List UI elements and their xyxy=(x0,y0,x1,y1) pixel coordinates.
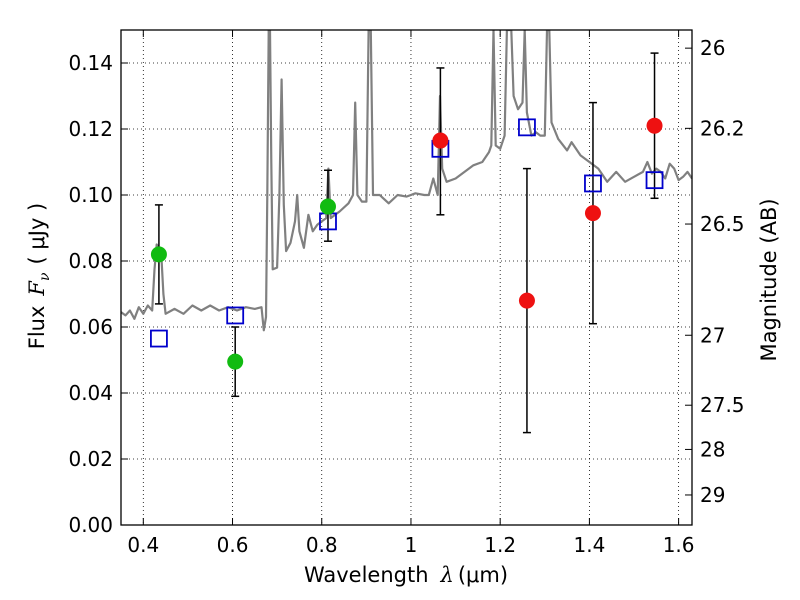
x-tick-label: 1 xyxy=(405,533,418,557)
y-tick-label: 0.14 xyxy=(68,51,113,75)
y-tick-label: 0.08 xyxy=(68,249,113,273)
data-point xyxy=(319,198,336,215)
x-tick-label: 0.4 xyxy=(127,533,159,557)
y2-tick-label: 27 xyxy=(700,323,725,347)
y-tick-label: 0.02 xyxy=(68,447,113,471)
x-axis-label: Wavelength λ (μm) xyxy=(304,563,508,587)
y2-axis-label: Magnitude (AB) xyxy=(757,198,781,361)
y-tick-label: 0.12 xyxy=(68,117,113,141)
spectrum-line xyxy=(121,30,692,332)
y-tick-label: 0.00 xyxy=(68,513,113,537)
y-axis-label: FluxFν( μJy ) xyxy=(25,203,53,349)
y-tick-label: 0.06 xyxy=(68,315,113,339)
y-tick-label: 0.04 xyxy=(68,381,113,405)
x-tick-label: 1.4 xyxy=(573,533,605,557)
grid xyxy=(121,30,692,526)
model-square xyxy=(584,174,602,193)
model-square xyxy=(518,118,536,137)
y-tick-label: 0.10 xyxy=(68,183,113,207)
data-point xyxy=(432,132,449,149)
data-point xyxy=(646,117,663,134)
ticks-layer: 0.4 0.6 0.8 1 1.2 1.4 1.6 0.00 0.02 0.04 0.06 0.08 0… xyxy=(68,30,745,557)
data-point xyxy=(584,205,601,222)
x-tick-label: 0.8 xyxy=(306,533,338,557)
model-square xyxy=(150,329,168,348)
data-point xyxy=(518,292,535,309)
y2-tick-label: 27.5 xyxy=(700,393,745,417)
plot-frame xyxy=(120,29,693,526)
spectrum-layer xyxy=(121,30,692,332)
x-tick-label: 1.2 xyxy=(484,533,516,557)
data-point xyxy=(150,246,167,263)
points-layer xyxy=(150,52,664,434)
x-tick-label: 1.6 xyxy=(663,533,695,557)
x-tick-label: 0.6 xyxy=(217,533,249,557)
data-point xyxy=(227,353,244,370)
y2-tick-label: 26 xyxy=(700,36,725,60)
y2-tick-label: 29 xyxy=(700,483,725,507)
model-square xyxy=(645,171,664,190)
y2-tick-label: 26.2 xyxy=(700,116,745,140)
y2-tick-label: 28 xyxy=(700,437,725,461)
y2-tick-label: 26.5 xyxy=(700,212,745,236)
model-square xyxy=(226,306,245,325)
